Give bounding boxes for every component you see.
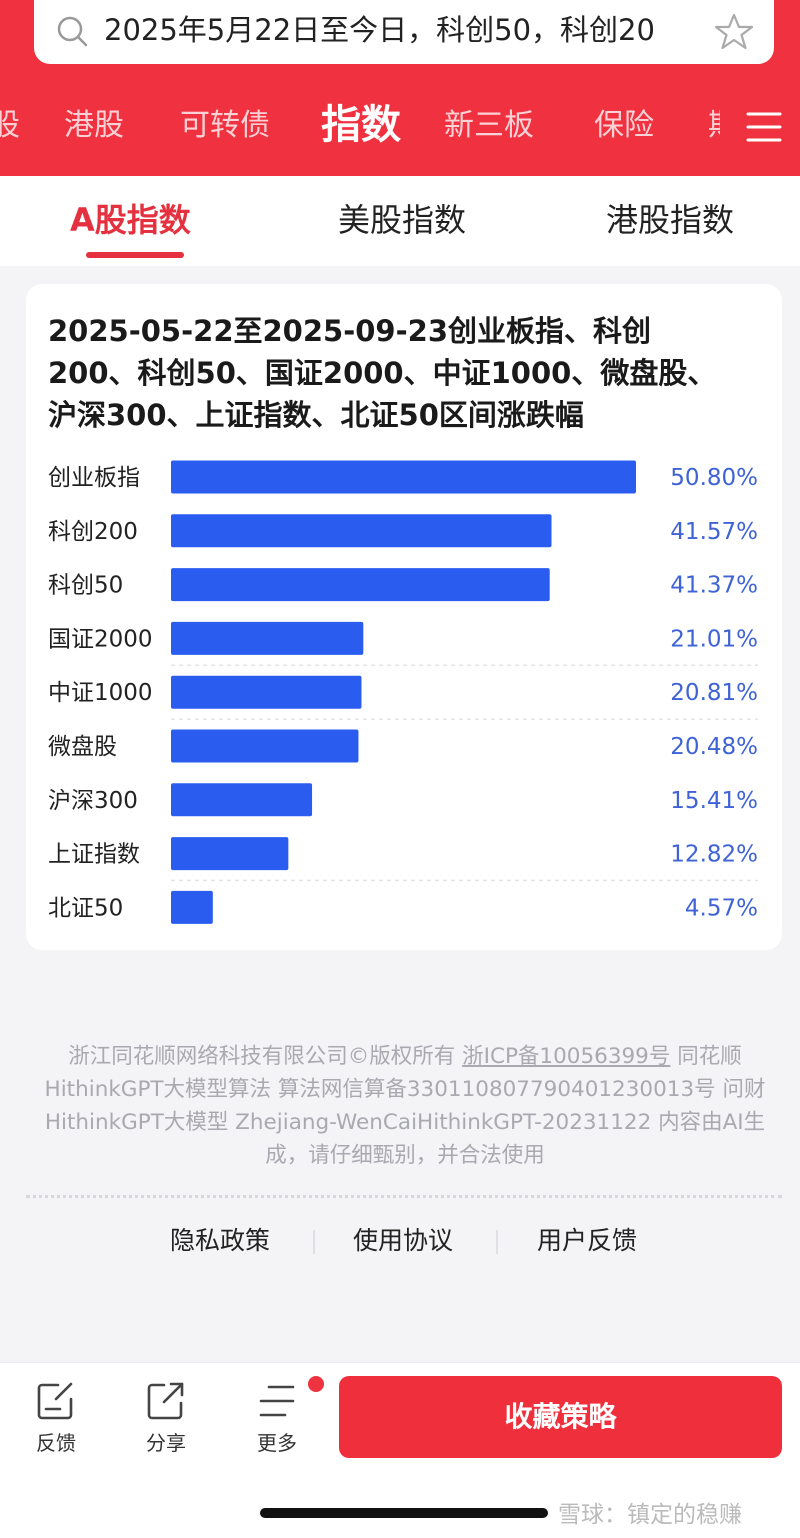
category-label: 微盘股 [48, 734, 117, 760]
copyright-suffix: 同花顺HithinkGPT大模型算法 算法网信算备330110807790401… [44, 1044, 766, 1168]
value-label: 15.41% [670, 788, 758, 814]
bar[interactable] [171, 460, 636, 494]
home-indicator[interactable] [260, 1508, 548, 1518]
bar-row: 上证指数 12.82% [48, 837, 758, 882]
category-label: 沪深300 [48, 788, 138, 814]
more-icon [259, 1385, 295, 1417]
nav-tab-insurance[interactable]: 保险 [594, 108, 654, 143]
bar[interactable] [171, 890, 213, 924]
feedback-button[interactable]: 反馈 [21, 1379, 91, 1469]
nav-tab-futures[interactable]: 期 [708, 106, 720, 146]
footer-links: 隐私政策 使用协议 用户反馈 [0, 1222, 800, 1262]
more-button[interactable]: 更多 [242, 1379, 312, 1469]
bar[interactable] [171, 621, 364, 655]
link-separator [313, 1230, 315, 1254]
chart-title: 2025-05-22至2025-09-23创业板指、科创200、科创50、国证2… [48, 314, 717, 432]
bar[interactable] [171, 729, 359, 763]
value-label: 21.01% [670, 626, 758, 652]
bar[interactable] [171, 783, 313, 817]
nav-tab-hk-stock[interactable]: 港股 [64, 108, 124, 143]
bar-row: 沪深300 15.41% [48, 783, 758, 817]
user-feedback-link[interactable]: 用户反馈 [537, 1226, 638, 1255]
bar-row: 北证50 4.57% [48, 890, 758, 924]
result-card: 2025-05-22至2025-09-23创业板指、科创200、科创50、国证2… [26, 284, 782, 950]
search-icon [57, 16, 88, 47]
category-label: 中证1000 [48, 680, 153, 706]
value-label: 41.57% [670, 519, 758, 545]
tab-us-index[interactable]: 美股指数 [338, 201, 467, 239]
collect-strategy-button[interactable]: 收藏策略 [339, 1376, 782, 1458]
value-label: 50.80% [670, 465, 758, 491]
more-label: 更多 [257, 1431, 297, 1455]
bar-row: 微盘股 20.48% [48, 729, 758, 763]
bar-row: 国证2000 21.01% [48, 621, 758, 667]
app-header: 2025年5月22日至今日，科创50，科创20 股 港股 可转债 指数 新三板 … [0, 0, 800, 176]
value-label: 20.48% [670, 734, 758, 760]
icp-link[interactable]: 浙ICP备10056399号 [462, 1044, 671, 1069]
category-label: 上证指数 [48, 842, 140, 868]
category-nav: 股 港股 可转债 指数 新三板 保险 期 [0, 86, 720, 166]
value-label: 41.37% [670, 573, 758, 599]
nav-tab-convertible-bond[interactable]: 可转债 [180, 108, 270, 143]
share-icon [147, 1382, 184, 1420]
notification-dot [308, 1376, 324, 1392]
feedback-label: 反馈 [36, 1431, 76, 1455]
index-sub-tabs: A股指数 美股指数 港股指数 [0, 176, 800, 266]
bar[interactable] [171, 514, 552, 548]
search-bar[interactable]: 2025年5月22日至今日，科创50，科创20 [34, 0, 774, 64]
share-label: 分享 [146, 1431, 186, 1455]
share-button[interactable]: 分享 [131, 1379, 201, 1469]
bar-row: 中证1000 20.81% [48, 675, 758, 720]
value-label: 20.81% [670, 680, 758, 706]
feedback-icon [37, 1382, 73, 1420]
bar[interactable] [171, 675, 362, 709]
bar-row: 创业板指 50.80% [48, 460, 758, 494]
copyright-prefix: 浙江同花顺网络科技有限公司©版权所有 [68, 1044, 463, 1069]
tab-hk-index[interactable]: 港股指数 [606, 201, 735, 239]
link-separator [496, 1230, 498, 1254]
privacy-policy-link[interactable]: 隐私政策 [170, 1226, 271, 1255]
tab-a-share-index[interactable]: A股指数 [70, 201, 191, 239]
bar-row: 科创50 41.37% [48, 568, 758, 602]
nav-tab-new-third-board[interactable]: 新三板 [444, 108, 534, 143]
nav-tab-index[interactable]: 指数 [321, 102, 401, 148]
bar-chart: 创业板指 50.80% 科创200 41.57% 科创50 41.37% 国证2000 21.… [48, 460, 758, 924]
terms-of-use-link[interactable]: 使用协议 [353, 1226, 454, 1255]
value-label: 12.82% [670, 842, 758, 868]
bar-row: 科创200 41.57% [48, 514, 758, 548]
copyright-text: 浙江同花顺网络科技有限公司©版权所有 浙ICP备10056399号 同花顺Hit… [30, 1040, 780, 1172]
category-label: 国证2000 [48, 626, 153, 652]
nav-tab-stock[interactable]: 股 [0, 108, 20, 143]
star-icon[interactable] [714, 12, 754, 52]
category-label: 科创200 [48, 519, 138, 545]
footer-divider [26, 1195, 782, 1198]
category-label: 创业板指 [48, 465, 140, 491]
category-label: 北证50 [48, 895, 123, 921]
watermark: 雪球：镇定的稳赚 [558, 1502, 742, 1528]
bar[interactable] [171, 837, 289, 871]
bar[interactable] [171, 568, 550, 602]
search-query[interactable]: 2025年5月22日至今日，科创50，科创20 [104, 13, 655, 47]
active-tab-indicator [86, 252, 184, 258]
hamburger-menu-icon[interactable] [744, 110, 784, 144]
value-label: 4.57% [685, 895, 758, 921]
category-label: 科创50 [48, 573, 123, 599]
